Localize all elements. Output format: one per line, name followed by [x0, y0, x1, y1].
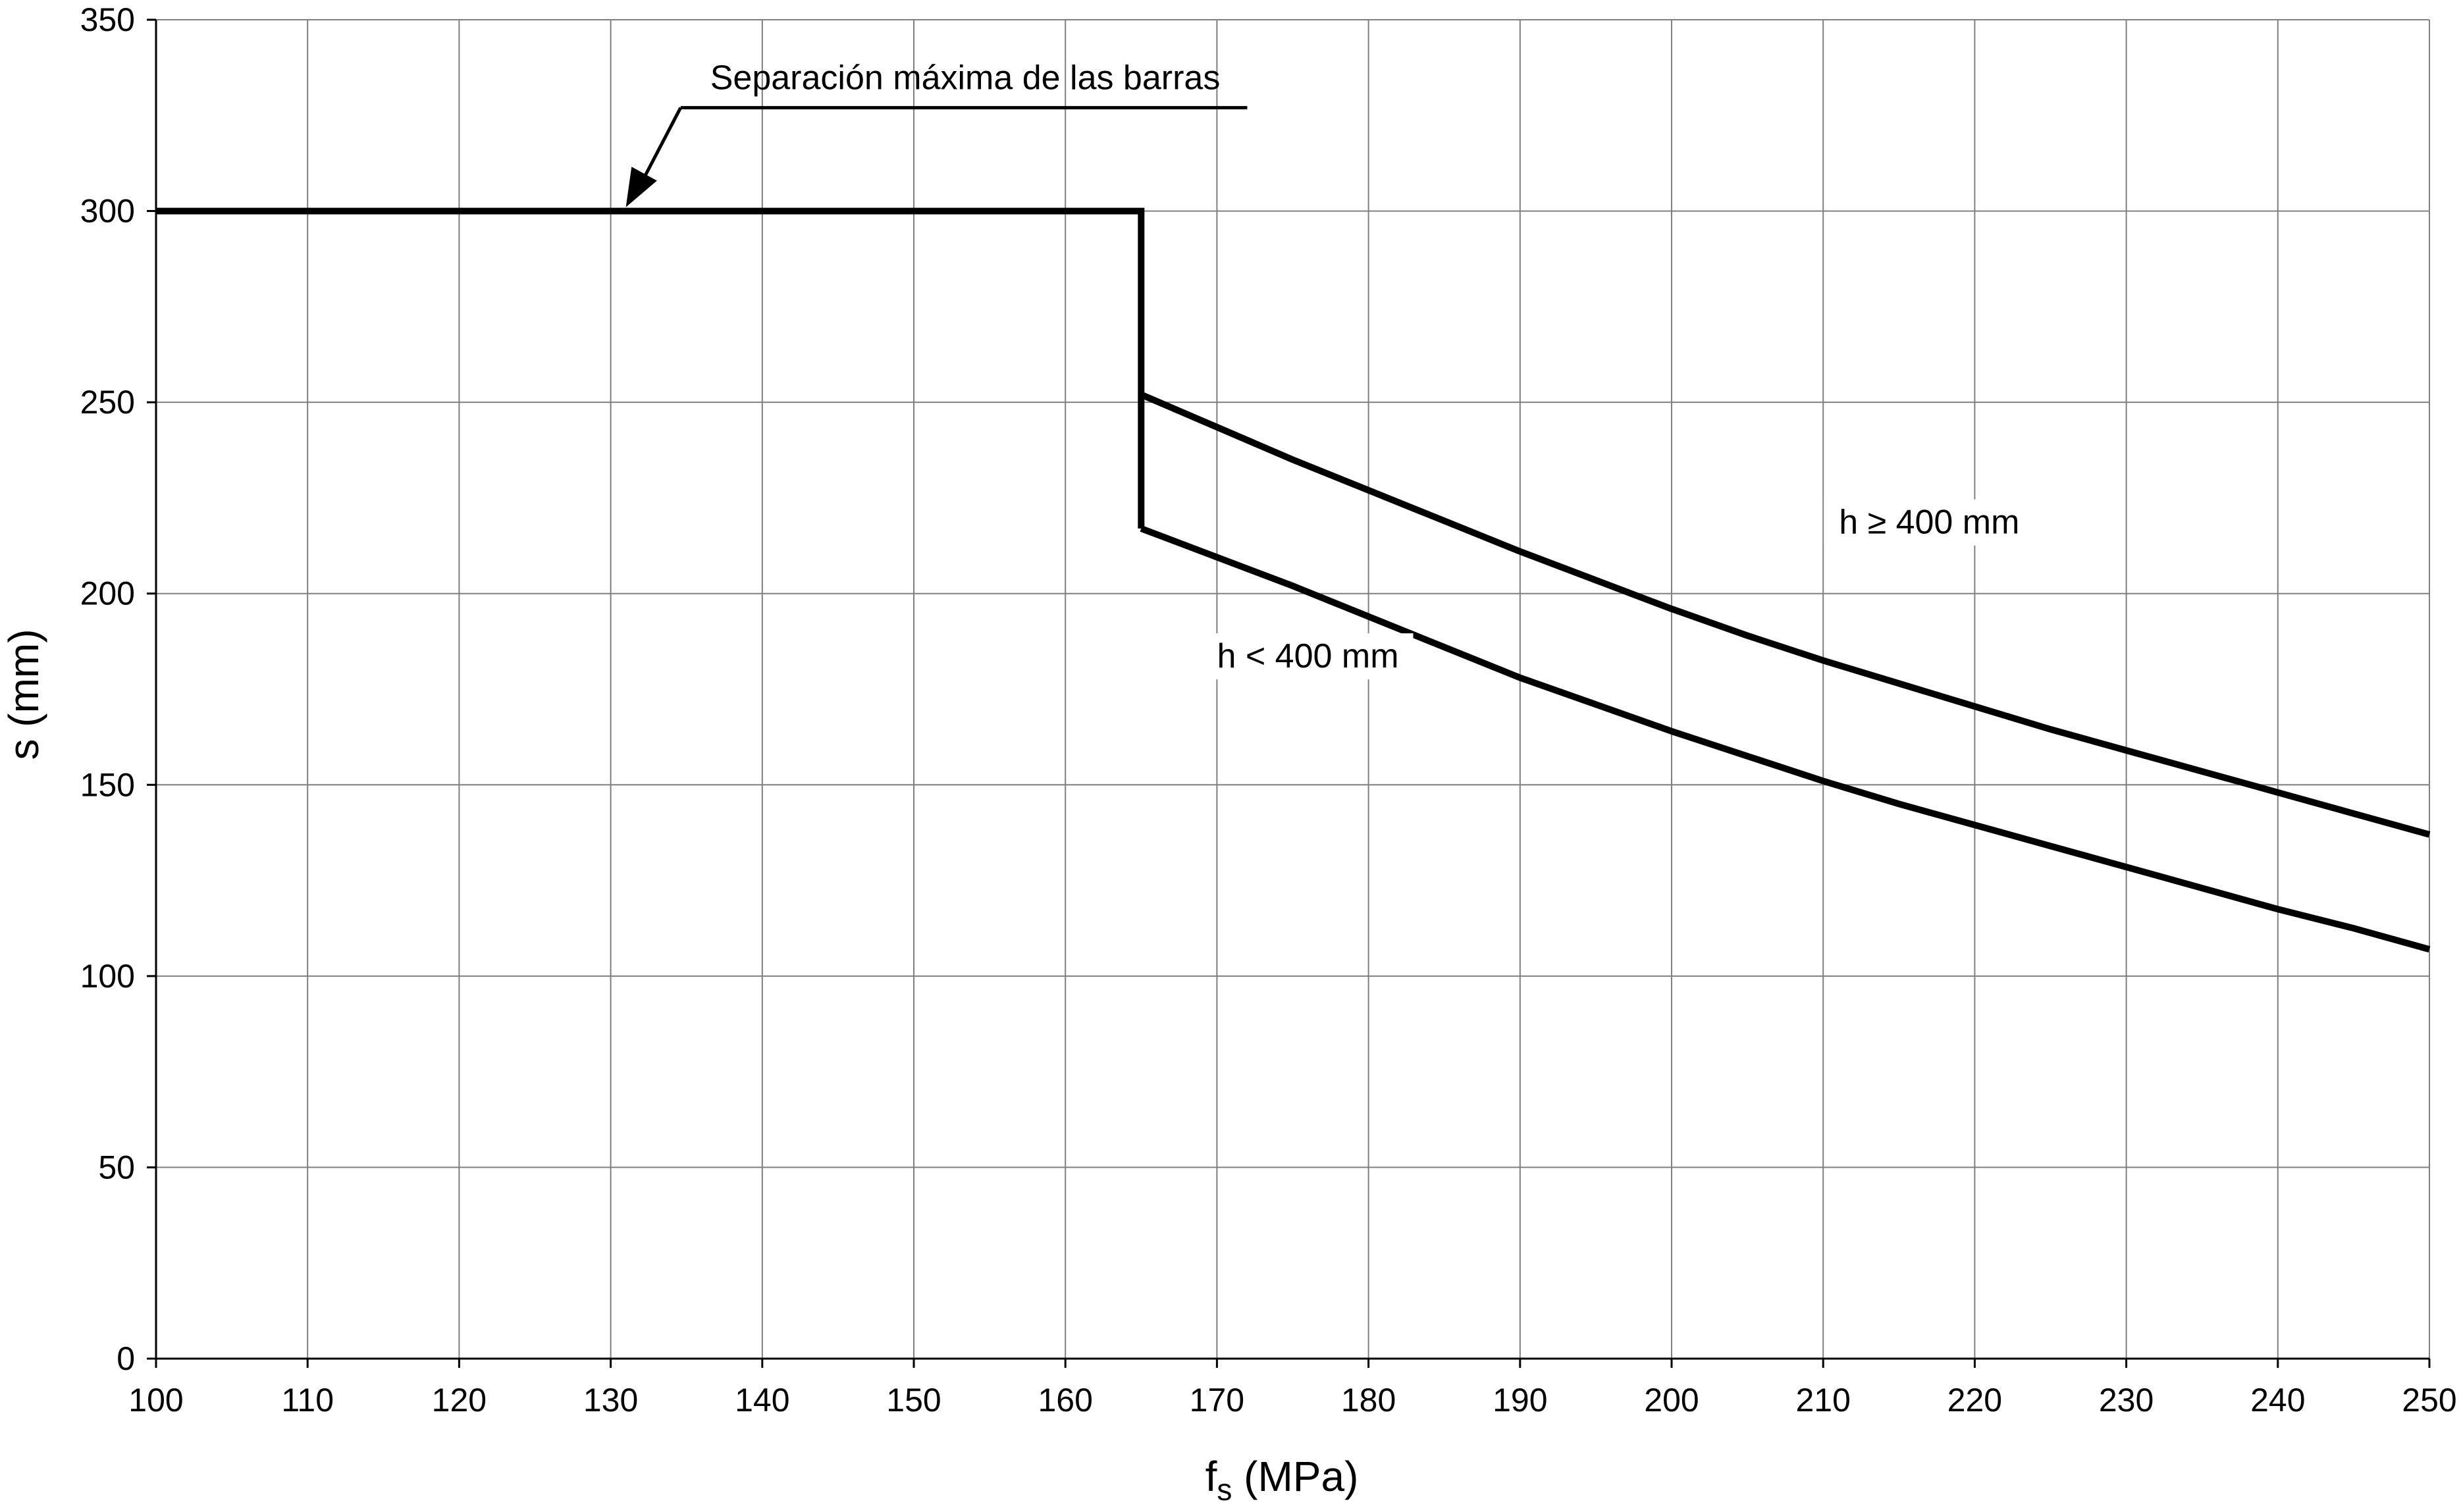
x-tick-label: 180: [1341, 1382, 1396, 1419]
annotation-leader-diagonal: [637, 107, 682, 188]
x-tick-label: 130: [583, 1382, 638, 1419]
y-tick-label: 350: [80, 1, 135, 38]
x-tick-label: 210: [1795, 1382, 1850, 1419]
y-tick-label: 200: [80, 575, 135, 612]
x-tick-label: 220: [1947, 1382, 2002, 1419]
x-tick-label: 140: [735, 1382, 789, 1419]
x-tick-label: 100: [128, 1382, 183, 1419]
series: [156, 207, 2431, 953]
annotation-max-spacing: Separación máxima de las barras: [710, 59, 1221, 97]
x-tick-label: 150: [886, 1382, 941, 1419]
y-tick-label: 0: [117, 1340, 135, 1377]
x-axis-title: fs (MPa): [1205, 1453, 1359, 1507]
annotation-bg: [1824, 499, 2035, 546]
y-tick-label: 250: [80, 384, 135, 421]
annotation-h-lt-400: h < 400 mm: [1217, 637, 1399, 675]
series-line-h-ge-400: [1140, 391, 2431, 838]
annotation-h-ge-400: h ≥ 400 mm: [1839, 504, 2019, 542]
series-line-h-lt-400: [1140, 525, 2431, 953]
x-tick-label: 240: [2250, 1382, 2305, 1419]
x-tick-label: 160: [1038, 1382, 1092, 1419]
x-tick-label: 250: [2402, 1382, 2456, 1419]
annotation-bg: [1202, 633, 1414, 680]
y-axis-title: s (mm): [0, 629, 47, 760]
x-tick-label: 190: [1493, 1382, 1547, 1419]
annotations: Separación máxima de las barras h < 400 m…: [625, 59, 2035, 680]
x-tick-label: 110: [281, 1382, 334, 1419]
axes: [147, 18, 2431, 1368]
y-tick-label: 100: [80, 958, 135, 995]
series-line-max-spacing: [156, 207, 1145, 529]
arrow-icon: [625, 167, 657, 207]
x-tick-label: 200: [1644, 1382, 1699, 1419]
x-tick-label: 170: [1190, 1382, 1244, 1419]
y-tick-label: 50: [98, 1149, 135, 1186]
tick-labels: 100 110 120 130 140 150 160 170 180 190 200 210 220 2…: [80, 1, 2457, 1419]
x-tick-label: 120: [432, 1382, 487, 1419]
y-tick-label: 150: [80, 766, 135, 803]
y-tick-label: 300: [80, 193, 135, 230]
x-tick-label: 230: [2099, 1382, 2154, 1419]
grid: [156, 19, 2430, 1359]
